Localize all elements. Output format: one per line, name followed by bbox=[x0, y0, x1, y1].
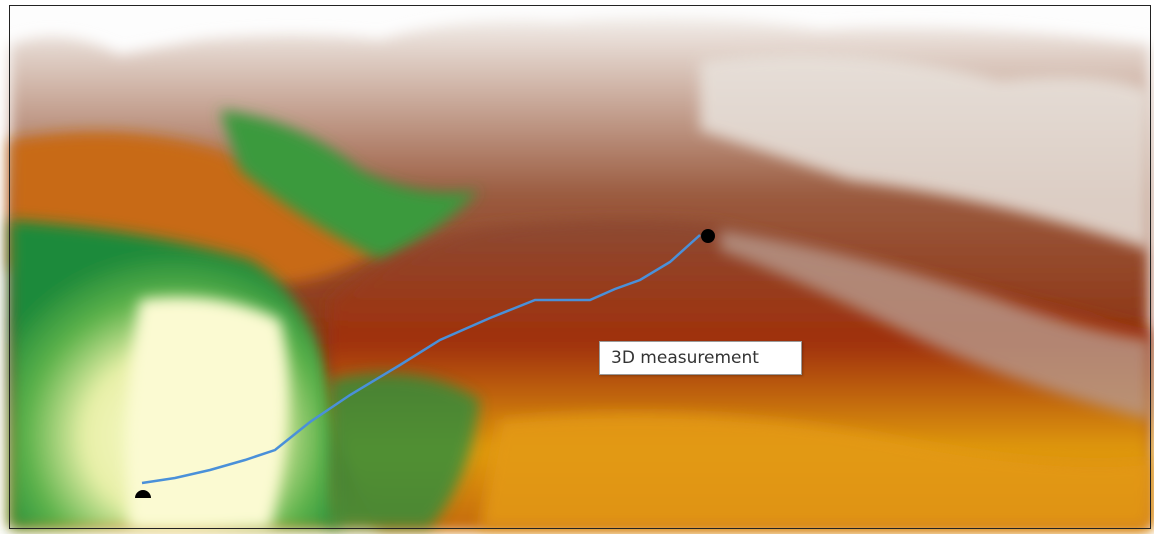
measurement-start-point bbox=[135, 490, 151, 498]
terrain bbox=[10, 6, 1150, 528]
frame-border bbox=[9, 5, 1151, 529]
measurement-end-point bbox=[701, 229, 715, 243]
tooltip: 3D measurement bbox=[599, 341, 802, 375]
measurement-line bbox=[141, 234, 701, 485]
